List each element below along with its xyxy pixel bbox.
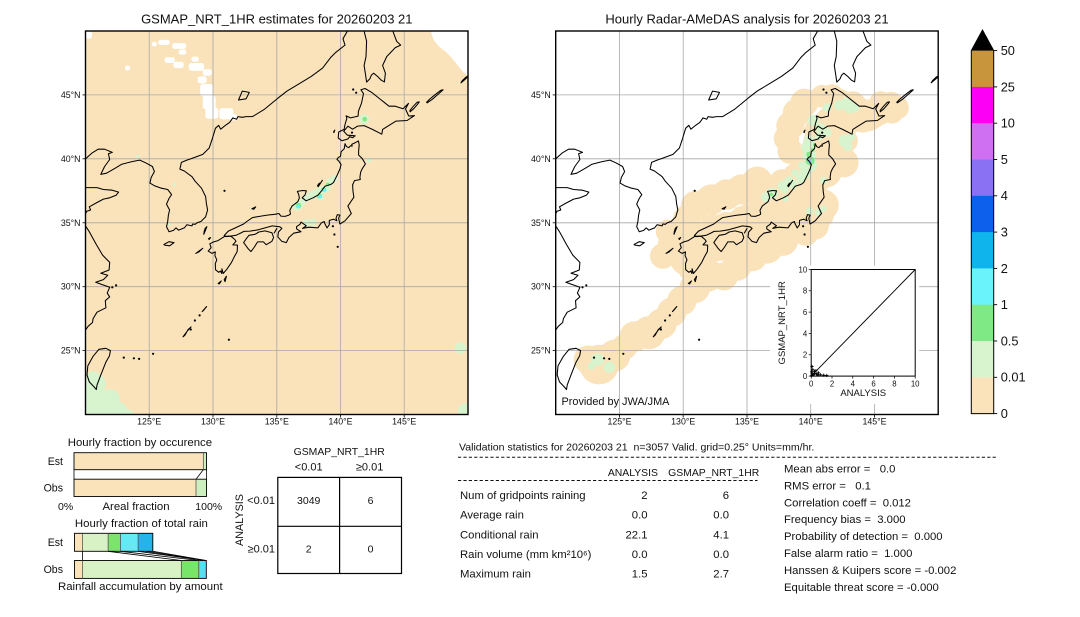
svg-text:25°N: 25°N bbox=[61, 346, 81, 356]
svg-text:0.0: 0.0 bbox=[713, 510, 729, 522]
svg-text:35°N: 35°N bbox=[531, 218, 551, 228]
svg-text:≥0.01: ≥0.01 bbox=[356, 461, 383, 473]
svg-text:4: 4 bbox=[803, 329, 808, 338]
svg-text:0.0: 0.0 bbox=[713, 549, 729, 561]
svg-text:10: 10 bbox=[799, 265, 808, 274]
svg-text:10: 10 bbox=[1001, 116, 1015, 131]
svg-text:2: 2 bbox=[803, 351, 807, 360]
svg-text:40°N: 40°N bbox=[531, 154, 551, 164]
svg-text:2.7: 2.7 bbox=[713, 569, 729, 581]
svg-text:100%: 100% bbox=[195, 501, 222, 513]
svg-text:Hourly Radar-AMeDAS analysis f: Hourly Radar-AMeDAS analysis for 2026020… bbox=[605, 12, 888, 27]
svg-text:0.0: 0.0 bbox=[632, 549, 648, 561]
svg-text:135°E: 135°E bbox=[265, 417, 289, 427]
svg-text:Probability of detection = 0.: Probability of detection = 0.000 bbox=[784, 531, 943, 543]
svg-text:False alarm ratio = 1.000: False alarm ratio = 1.000 bbox=[784, 548, 912, 560]
svg-text:Hourly fraction of total rain: Hourly fraction of total rain bbox=[75, 518, 208, 530]
svg-text:Average rain: Average rain bbox=[460, 510, 524, 522]
svg-text:RMS error = 0.1: RMS error = 0.1 bbox=[784, 480, 871, 492]
svg-text:Rain volume (mm km²10⁶): Rain volume (mm km²10⁶) bbox=[460, 549, 592, 561]
svg-text:<0.01: <0.01 bbox=[295, 461, 323, 473]
svg-text:6: 6 bbox=[803, 308, 807, 317]
svg-text:Areal fraction: Areal fraction bbox=[102, 501, 169, 513]
svg-text:Rainfall accumulation by amoun: Rainfall accumulation by amount bbox=[58, 581, 223, 593]
svg-text:GSMAP_NRT_1HR: GSMAP_NRT_1HR bbox=[777, 281, 788, 364]
svg-text:2: 2 bbox=[1001, 261, 1008, 276]
svg-text:130°E: 130°E bbox=[671, 417, 695, 427]
svg-text:22.1: 22.1 bbox=[626, 529, 648, 541]
svg-text:0: 0 bbox=[803, 372, 808, 381]
svg-text:45°N: 45°N bbox=[61, 90, 81, 100]
svg-text:135°E: 135°E bbox=[735, 417, 759, 427]
svg-text:140°E: 140°E bbox=[328, 417, 352, 427]
svg-text:≥0.01: ≥0.01 bbox=[248, 544, 275, 556]
svg-text:0.01: 0.01 bbox=[1001, 370, 1026, 385]
svg-text:<0.01: <0.01 bbox=[247, 495, 275, 507]
svg-text:6: 6 bbox=[723, 490, 729, 502]
svg-text:125°E: 125°E bbox=[607, 417, 631, 427]
svg-text:Maximum rain: Maximum rain bbox=[460, 569, 531, 581]
svg-text:GSMAP_NRT_1HR: GSMAP_NRT_1HR bbox=[294, 447, 386, 458]
svg-text:Num of gridpoints raining: Num of gridpoints raining bbox=[460, 490, 586, 502]
svg-text:0: 0 bbox=[1001, 406, 1008, 421]
svg-text:0: 0 bbox=[809, 380, 814, 389]
svg-text:10: 10 bbox=[911, 380, 920, 389]
svg-text:Frequency bias = 3.000: Frequency bias = 3.000 bbox=[784, 514, 906, 526]
svg-text:0.5: 0.5 bbox=[1001, 333, 1019, 348]
svg-text:4: 4 bbox=[1001, 188, 1008, 203]
svg-text:GSMAP_NRT_1HR: GSMAP_NRT_1HR bbox=[668, 468, 760, 479]
svg-text:ANALYSIS: ANALYSIS bbox=[840, 388, 886, 399]
svg-text:0%: 0% bbox=[58, 501, 73, 513]
svg-text:25: 25 bbox=[1001, 79, 1015, 94]
svg-text:2: 2 bbox=[306, 544, 312, 556]
svg-text:6: 6 bbox=[871, 380, 875, 389]
svg-text:40°N: 40°N bbox=[61, 154, 81, 164]
svg-text:1.5: 1.5 bbox=[632, 569, 648, 581]
svg-text:8: 8 bbox=[803, 287, 807, 296]
svg-text:45°N: 45°N bbox=[531, 90, 551, 100]
svg-text:Mean abs error = 0.0: Mean abs error = 0.0 bbox=[784, 463, 895, 475]
svg-text:Provided by JWA/JMA: Provided by JWA/JMA bbox=[562, 396, 671, 408]
svg-text:8: 8 bbox=[892, 380, 896, 389]
svg-text:ANALYSIS: ANALYSIS bbox=[608, 468, 658, 479]
svg-text:1: 1 bbox=[1001, 297, 1008, 312]
svg-text:35°N: 35°N bbox=[61, 218, 81, 228]
svg-text:125°E: 125°E bbox=[137, 417, 161, 427]
svg-text:4: 4 bbox=[851, 380, 856, 389]
svg-text:140°E: 140°E bbox=[799, 417, 823, 427]
svg-text:Obs: Obs bbox=[44, 483, 63, 495]
svg-text:Validation statistics for 2026: Validation statistics for 20260203 21 n=… bbox=[459, 442, 814, 454]
svg-text:25°N: 25°N bbox=[531, 346, 551, 356]
svg-text:ANALYSIS: ANALYSIS bbox=[234, 494, 246, 546]
svg-text:3049: 3049 bbox=[297, 495, 321, 507]
svg-text:Hanssen & Kuipers score = -0.0: Hanssen & Kuipers score = -0.002 bbox=[784, 565, 956, 577]
svg-text:2: 2 bbox=[641, 490, 647, 502]
svg-text:30°N: 30°N bbox=[61, 282, 81, 292]
svg-text:145°E: 145°E bbox=[862, 417, 886, 427]
svg-text:130°E: 130°E bbox=[201, 417, 225, 427]
svg-text:Obs: Obs bbox=[44, 564, 63, 576]
svg-text:Conditional rain: Conditional rain bbox=[460, 529, 539, 541]
svg-text:5: 5 bbox=[1001, 152, 1008, 167]
svg-text:50: 50 bbox=[1001, 43, 1015, 58]
svg-text:6: 6 bbox=[368, 495, 374, 507]
svg-text:Est: Est bbox=[48, 537, 63, 549]
svg-text:3: 3 bbox=[1001, 225, 1008, 240]
svg-text:Correlation coeff = 0.012: Correlation coeff = 0.012 bbox=[784, 497, 911, 509]
svg-text:30°N: 30°N bbox=[531, 282, 551, 292]
svg-text:GSMAP_NRT_1HR estimates for 20: GSMAP_NRT_1HR estimates for 20260203 21 bbox=[141, 12, 412, 27]
svg-text:0: 0 bbox=[368, 544, 374, 556]
svg-text:145°E: 145°E bbox=[392, 417, 416, 427]
svg-text:Equitable threat score = -0.00: Equitable threat score = -0.000 bbox=[784, 582, 939, 594]
svg-text:4.1: 4.1 bbox=[713, 529, 729, 541]
svg-text:0.0: 0.0 bbox=[632, 510, 648, 522]
svg-text:Est: Est bbox=[48, 456, 63, 468]
svg-text:Hourly fraction by occurence: Hourly fraction by occurence bbox=[68, 437, 212, 449]
svg-text:2: 2 bbox=[830, 380, 834, 389]
